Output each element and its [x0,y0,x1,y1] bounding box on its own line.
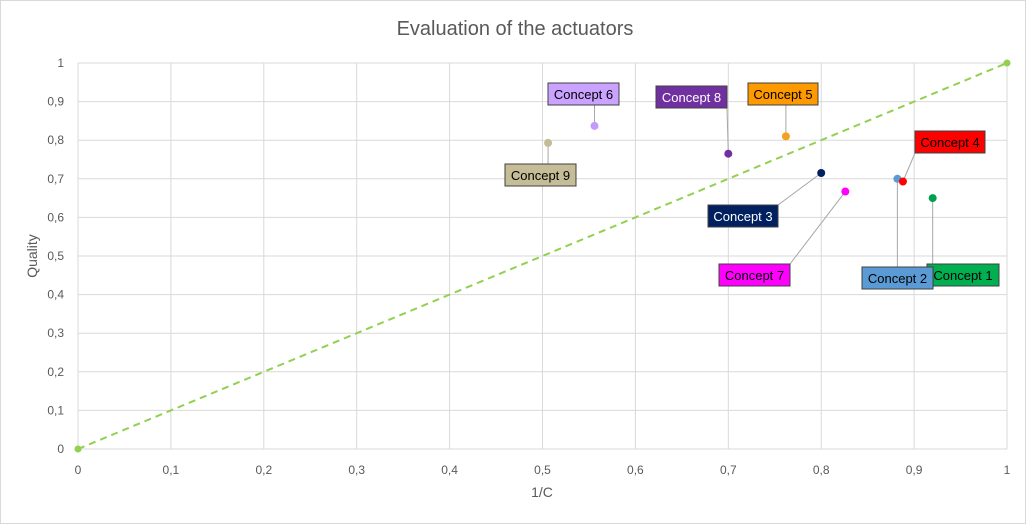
x-tick-label: 0,6 [627,463,644,477]
point-label-box [504,163,577,187]
leader-lines [547,105,934,267]
y-tick-label: 0,6 [47,210,64,224]
leader-line [902,152,916,182]
y-tick-label: 0 [57,442,64,456]
leader-line [777,172,822,206]
x-tick-label: 0,5 [534,463,551,477]
data-point [590,121,599,130]
x-tick-label: 0,1 [163,463,180,477]
chart-title: Evaluation of the actuators [397,18,634,40]
reference-point [74,445,82,453]
point-label: Concept 5 [753,87,812,102]
y-tick-label: 0,9 [47,95,64,109]
point-label-box [655,85,728,109]
point-labels: Concept 1 Concept 2 Concept 3 Concept 4 Conc… [504,82,1000,290]
point-label-box [861,266,934,290]
data-point [817,169,826,178]
data-point [544,138,553,147]
x-tick-label: 0,2 [255,463,272,477]
point-label: Concept 1 [933,268,992,283]
point-label: Concept 7 [725,268,784,283]
y-tick-label: 0,2 [47,365,64,379]
data-point [928,194,937,203]
point-label: Concept 2 [868,271,927,286]
point-label-box [707,204,779,228]
y-tick-label: 0,7 [47,172,64,186]
y-tick-label: 0,4 [47,288,64,302]
x-tick-label: 0,9 [906,463,923,477]
leader-line [726,107,729,154]
y-tick-label: 0,8 [47,133,64,147]
y-tick-label: 0,3 [47,326,64,340]
tick-labels: 0 0,1 0,2 0,3 0,4 0,5 0,6 0,7 0,8 0,9 1 0 0,1 0,2 0,3 0… [47,56,1010,477]
data-point [841,187,850,196]
data-point [724,149,733,158]
point-label: Concept 6 [554,87,613,102]
x-tick-label: 0,7 [720,463,737,477]
point-label-box [547,82,620,106]
point-label-box [914,130,986,154]
point-label: Concept 9 [511,168,570,183]
point-label: Concept 4 [920,135,979,150]
reference-line-group [74,59,1011,453]
x-tick-label: 0,4 [441,463,458,477]
data-points [544,121,937,203]
y-tick-label: 1 [57,56,64,70]
x-axis-title: 1/C [531,484,553,500]
point-label-box [718,263,791,287]
y-tick-label: 0,1 [47,403,64,417]
grid-lines [77,62,1008,450]
x-tick-label: 0,8 [813,463,830,477]
y-tick-label: 0,5 [47,249,64,263]
x-tick-label: 0,3 [348,463,365,477]
point-label: Concept 3 [713,209,772,224]
data-point [898,177,907,186]
point-label-box [747,82,819,106]
reference-point [1003,59,1011,67]
y-axis-title: Quality [24,234,40,278]
x-tick-label: 0 [75,463,82,477]
data-point [781,132,790,141]
point-label: Concept 8 [662,90,721,105]
x-tick-label: 1 [1004,463,1011,477]
leader-line [789,191,846,265]
